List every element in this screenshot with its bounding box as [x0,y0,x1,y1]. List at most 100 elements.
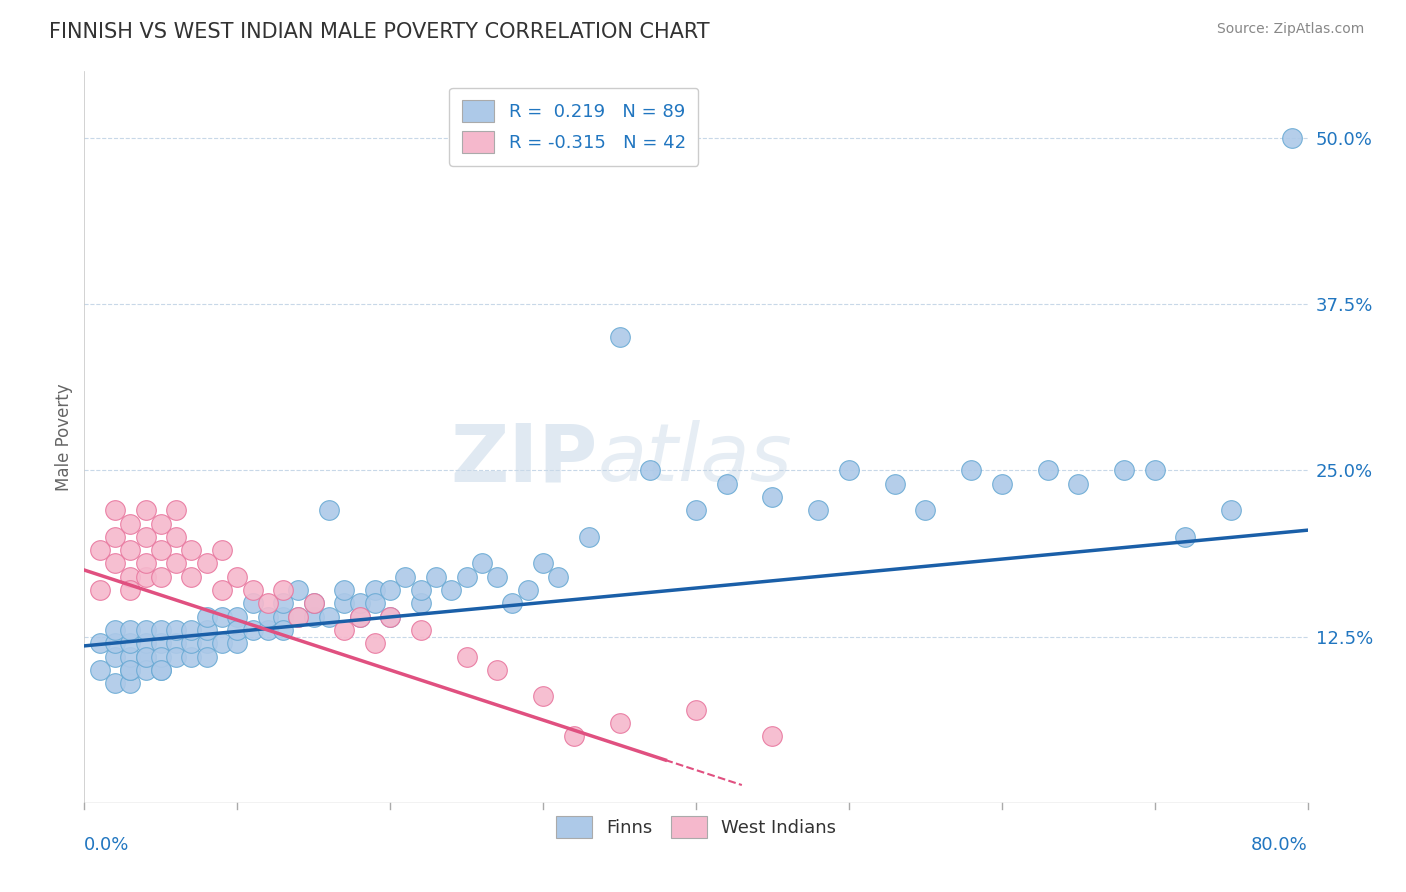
Point [364,636,387,650]
Point [135,649,157,664]
Point [211,636,233,650]
Point [456,649,478,664]
Point [195,636,218,650]
Point [380,609,402,624]
Point [638,463,661,477]
Point [531,690,554,704]
Point [104,623,127,637]
Point [165,636,187,650]
Point [302,596,325,610]
Legend: Finns, West Indians: Finns, West Indians [546,805,846,848]
Point [578,530,600,544]
Point [180,636,202,650]
Point [226,609,249,624]
Point [104,676,127,690]
Point [380,609,402,624]
Point [120,516,142,531]
Point [180,570,202,584]
Point [226,570,249,584]
Point [349,609,371,624]
Point [302,609,325,624]
Point [242,623,264,637]
Text: Source: ZipAtlas.com: Source: ZipAtlas.com [1216,22,1364,37]
Point [1067,476,1090,491]
Point [609,716,631,731]
Point [516,582,538,597]
Text: FINNISH VS WEST INDIAN MALE POVERTY CORRELATION CHART: FINNISH VS WEST INDIAN MALE POVERTY CORR… [49,22,710,42]
Point [486,570,509,584]
Point [257,623,280,637]
Point [104,530,127,544]
Point [1281,131,1303,145]
Point [318,609,340,624]
Point [257,596,280,610]
Point [380,582,402,597]
Point [440,582,463,597]
Point [135,557,157,571]
Point [716,476,738,491]
Point [364,596,387,610]
Point [135,530,157,544]
Point [104,649,127,664]
Point [165,623,187,637]
Point [761,490,783,504]
Point [1174,530,1197,544]
Point [349,596,371,610]
Point [471,557,494,571]
Point [761,729,783,743]
Y-axis label: Male Poverty: Male Poverty [55,384,73,491]
Point [180,543,202,558]
Point [960,463,983,477]
Point [149,516,172,531]
Point [271,609,294,624]
Point [685,703,707,717]
Point [135,663,157,677]
Point [120,636,142,650]
Point [135,636,157,650]
Point [180,623,202,637]
Point [333,596,356,610]
Point [135,623,157,637]
Point [242,596,264,610]
Text: 80.0%: 80.0% [1251,836,1308,854]
Point [333,623,356,637]
Point [226,623,249,637]
Point [226,636,249,650]
Point [287,609,309,624]
Point [120,649,142,664]
Point [609,330,631,344]
Point [562,729,585,743]
Point [89,543,111,558]
Point [104,503,127,517]
Point [502,596,524,610]
Point [1143,463,1166,477]
Point [425,570,447,584]
Point [394,570,416,584]
Point [883,476,905,491]
Point [807,503,830,517]
Text: 0.0%: 0.0% [84,836,129,854]
Point [120,663,142,677]
Point [1220,503,1243,517]
Point [180,649,202,664]
Point [547,570,569,584]
Point [120,676,142,690]
Point [149,570,172,584]
Point [211,609,233,624]
Point [165,649,187,664]
Point [456,570,478,584]
Text: atlas: atlas [598,420,793,498]
Point [364,582,387,597]
Point [287,582,309,597]
Point [349,609,371,624]
Point [104,557,127,571]
Point [135,503,157,517]
Point [104,636,127,650]
Point [409,582,432,597]
Point [838,463,860,477]
Point [149,649,172,664]
Point [271,596,294,610]
Point [257,609,280,624]
Point [318,503,340,517]
Point [149,663,172,677]
